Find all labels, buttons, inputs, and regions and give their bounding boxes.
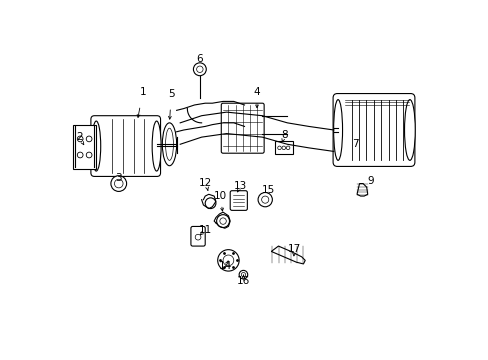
Text: 17: 17	[287, 244, 301, 253]
Circle shape	[220, 218, 226, 224]
Text: 8: 8	[281, 130, 287, 140]
Circle shape	[217, 249, 239, 271]
Circle shape	[241, 273, 245, 277]
Circle shape	[223, 255, 233, 266]
FancyBboxPatch shape	[190, 226, 205, 246]
Circle shape	[195, 234, 201, 240]
Circle shape	[258, 193, 272, 207]
Polygon shape	[356, 184, 367, 196]
Circle shape	[205, 198, 216, 208]
Circle shape	[282, 146, 285, 150]
FancyBboxPatch shape	[274, 141, 292, 154]
Ellipse shape	[162, 123, 176, 166]
Text: 3: 3	[115, 173, 122, 183]
Text: 2: 2	[76, 132, 82, 142]
Polygon shape	[271, 246, 305, 264]
Text: 16: 16	[236, 276, 249, 286]
Text: 12: 12	[199, 178, 212, 188]
Text: 11: 11	[198, 225, 211, 235]
Text: 5: 5	[167, 89, 174, 99]
Circle shape	[277, 146, 281, 150]
Text: 7: 7	[351, 139, 358, 149]
Circle shape	[111, 176, 126, 192]
Text: 15: 15	[262, 185, 275, 195]
Ellipse shape	[152, 121, 161, 171]
Circle shape	[114, 179, 123, 188]
Circle shape	[285, 146, 289, 150]
FancyBboxPatch shape	[230, 191, 247, 210]
Ellipse shape	[333, 100, 342, 160]
Ellipse shape	[404, 100, 414, 160]
FancyBboxPatch shape	[332, 94, 414, 166]
Circle shape	[346, 152, 350, 157]
Circle shape	[77, 136, 83, 142]
Ellipse shape	[92, 121, 101, 171]
Text: 14: 14	[219, 261, 232, 271]
Text: 10: 10	[213, 191, 226, 201]
Circle shape	[216, 215, 229, 228]
Circle shape	[193, 63, 206, 76]
Text: 1: 1	[139, 87, 146, 98]
FancyBboxPatch shape	[221, 103, 264, 153]
Circle shape	[196, 66, 203, 72]
FancyBboxPatch shape	[73, 125, 96, 169]
Text: 4: 4	[253, 87, 260, 98]
Text: 6: 6	[196, 54, 203, 64]
FancyBboxPatch shape	[91, 116, 160, 176]
Circle shape	[346, 145, 350, 149]
Ellipse shape	[165, 128, 173, 160]
Circle shape	[77, 152, 83, 158]
Circle shape	[337, 152, 342, 157]
Circle shape	[261, 196, 268, 203]
Circle shape	[86, 152, 92, 158]
Text: 13: 13	[233, 181, 246, 192]
Text: 9: 9	[366, 176, 373, 186]
Circle shape	[86, 136, 92, 142]
FancyBboxPatch shape	[334, 140, 356, 161]
Circle shape	[337, 145, 342, 149]
Circle shape	[239, 270, 247, 279]
